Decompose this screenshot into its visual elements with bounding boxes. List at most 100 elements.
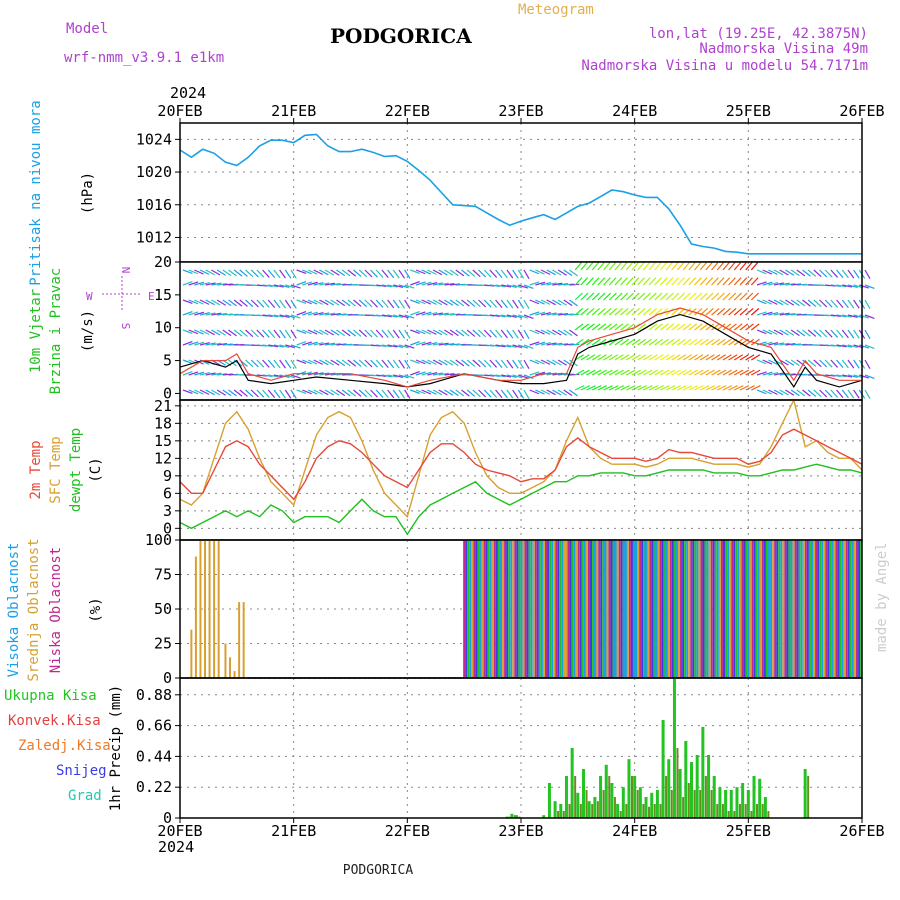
wind-barb xyxy=(415,341,426,346)
wind-barb xyxy=(779,329,789,336)
wind-ylabel: 10m Vjetar xyxy=(28,289,44,373)
wind-barb xyxy=(705,323,715,331)
wind-barb xyxy=(347,269,357,277)
wind-barb xyxy=(785,343,796,346)
wind-barb xyxy=(387,299,395,309)
wind-barb xyxy=(194,281,205,286)
wind-barb xyxy=(182,281,193,286)
wind-barb xyxy=(336,283,347,286)
wind-barb xyxy=(421,371,432,376)
wind-barb xyxy=(739,307,748,316)
wind-barb xyxy=(699,292,708,301)
y-tick-label: 0 xyxy=(163,519,172,537)
wind-barb xyxy=(665,369,676,376)
wind-barb xyxy=(694,323,703,331)
wind-barb xyxy=(478,299,487,308)
wind-barb xyxy=(762,359,773,365)
wind-barb xyxy=(387,284,398,288)
wind-barb xyxy=(296,341,307,346)
y-tick-label: 10 xyxy=(154,319,172,337)
wind-barb xyxy=(410,389,420,394)
wind-barb xyxy=(205,389,215,396)
wind-barb xyxy=(376,344,387,347)
wind-barb xyxy=(694,354,704,361)
wind-barb xyxy=(756,371,767,376)
wind-barb xyxy=(376,284,387,287)
wind-barb xyxy=(569,313,580,316)
wind-barb xyxy=(211,269,221,276)
wind-barb xyxy=(574,261,583,271)
wind-barb xyxy=(552,329,562,336)
wind-barb xyxy=(353,329,362,337)
wind-barb xyxy=(381,359,389,369)
wind-barb xyxy=(495,329,503,339)
wind-barb xyxy=(267,389,276,399)
wind-barb xyxy=(643,385,653,391)
wind-barb xyxy=(591,307,601,316)
wind-barb xyxy=(705,277,714,286)
wind-barb xyxy=(756,329,767,335)
precip-total-bar xyxy=(510,813,514,818)
wind-barb xyxy=(631,292,640,301)
wind-barb xyxy=(336,313,347,316)
wind-barb xyxy=(438,299,448,306)
precip-convective-bar xyxy=(648,806,651,818)
wind-barb xyxy=(387,359,395,369)
wind-barb xyxy=(489,374,500,377)
wind-barb xyxy=(387,374,398,378)
wind-barb xyxy=(239,269,248,277)
wind-barb xyxy=(262,344,273,347)
wind-barb xyxy=(711,338,721,346)
wind-barb xyxy=(716,323,726,331)
wind-barb xyxy=(722,369,732,376)
wind-barb xyxy=(432,372,443,376)
pressure-panel xyxy=(179,122,863,263)
wind-barb xyxy=(574,307,584,316)
wind-barb xyxy=(739,385,750,391)
precip-convective-bar xyxy=(579,804,582,818)
wind-barb xyxy=(824,389,833,398)
precip-total-bar xyxy=(564,776,568,818)
precip-total-bar xyxy=(638,787,642,818)
precip-total-bar xyxy=(553,801,557,818)
wind-barb xyxy=(250,299,259,308)
wind-barb xyxy=(864,359,871,369)
x-tick-label-bottom: 22FEB xyxy=(385,822,430,840)
wind-barb xyxy=(864,269,871,279)
wind-barb xyxy=(614,354,624,361)
wind-barb xyxy=(199,269,210,275)
footer-station: PODGORICA xyxy=(343,863,414,878)
wind-barb xyxy=(216,389,226,396)
wind-barb xyxy=(830,269,839,278)
precip-total-bar xyxy=(741,783,745,818)
wind-barb xyxy=(716,292,725,301)
wind-barb xyxy=(427,281,438,286)
wind-barb xyxy=(529,371,540,376)
wind-barb xyxy=(705,354,715,361)
wind-barb xyxy=(648,354,658,361)
wind-barb xyxy=(739,354,749,361)
wind-barb xyxy=(626,369,636,376)
wind-barb xyxy=(398,314,409,319)
wind-barb xyxy=(762,371,773,376)
wind-barb xyxy=(711,385,721,391)
wind-barb xyxy=(347,299,357,307)
wind-barb xyxy=(444,343,455,346)
wind-barb xyxy=(722,277,731,286)
wind-barb xyxy=(330,283,341,286)
wind-barb xyxy=(688,292,697,301)
wind-barb xyxy=(620,323,629,331)
wind-barb xyxy=(540,389,551,395)
y-tick-label: 6 xyxy=(163,484,172,502)
wind-barb xyxy=(813,359,822,368)
wind-barb xyxy=(250,329,259,338)
wind-barb xyxy=(637,307,646,316)
wind-barb xyxy=(381,284,392,288)
wind-barb xyxy=(421,311,432,316)
wind-barb xyxy=(250,269,259,278)
wind-barb xyxy=(273,359,281,369)
wind-barb xyxy=(444,359,454,366)
wind-barb xyxy=(711,292,720,301)
wind-barb xyxy=(739,369,750,376)
x-tick-label-top: 21FEB xyxy=(271,102,316,120)
